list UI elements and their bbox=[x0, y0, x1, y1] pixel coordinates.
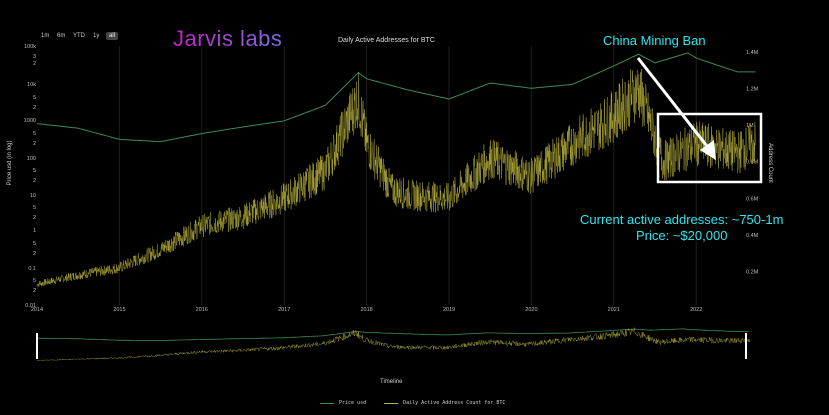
x-tick-2021: 2021 bbox=[608, 307, 620, 313]
jarvis-labs-logo: Jarvis labs bbox=[173, 26, 283, 51]
x-tick-2022: 2022 bbox=[690, 307, 702, 313]
series-line-price bbox=[36, 52, 756, 143]
annotation-arrowhead bbox=[700, 140, 716, 160]
navigator-price-line bbox=[37, 328, 749, 342]
legend-label-addresses: Daily Active Address Count for BTC bbox=[403, 400, 506, 406]
y-left-tick-16: 5 bbox=[33, 241, 36, 247]
y-left-tick-17: 2 bbox=[33, 251, 36, 257]
y-left-tick-18: 0.1 bbox=[28, 266, 36, 272]
x-tick-2016: 2016 bbox=[196, 307, 208, 313]
y-left-tick-20: 2 bbox=[33, 288, 36, 294]
y-left-tick-3: 10k bbox=[27, 82, 36, 88]
y-right-tick-1: 1.2M bbox=[746, 87, 759, 93]
y-left-tick-5: 2 bbox=[33, 105, 36, 111]
range-1y-button[interactable]: 1y bbox=[93, 33, 100, 39]
annotation-box bbox=[656, 112, 763, 184]
y-left-tick-8: 2 bbox=[33, 141, 36, 147]
range-all-button[interactable]: all bbox=[106, 32, 119, 40]
y-left-tick-9: 100 bbox=[27, 156, 36, 162]
y-left-tick-6: 1000 bbox=[24, 118, 36, 124]
legend-label-price: Price usd bbox=[339, 400, 367, 406]
y-left-tick-12: 10 bbox=[30, 193, 36, 199]
x-tick-2014: 2014 bbox=[31, 307, 43, 313]
navigator-address-line bbox=[36, 327, 751, 362]
y-left-tick-2: 2 bbox=[33, 61, 36, 67]
y-left-tick-14: 2 bbox=[33, 215, 36, 221]
legend-item-price[interactable]: Price usd bbox=[320, 400, 366, 406]
y-left-tick-21: 0.01 bbox=[25, 303, 36, 309]
chart-title: Daily Active Addresses for BTC bbox=[338, 37, 435, 44]
x-tick-2018: 2018 bbox=[360, 307, 372, 313]
range-ytd-button[interactable]: YTD bbox=[73, 33, 85, 39]
legend-swatch-addresses bbox=[384, 402, 399, 404]
y-left-tick-15: 1 bbox=[33, 228, 36, 234]
x-tick-2015: 2015 bbox=[113, 307, 125, 313]
y-right-tick-6: 0.2M bbox=[746, 269, 759, 275]
y-left-tick-0: 100k bbox=[24, 44, 36, 50]
range-1m-button[interactable]: 1m bbox=[41, 33, 50, 39]
y-left-tick-13: 5 bbox=[33, 205, 36, 211]
legend: Price usd Daily Active Address Count for… bbox=[320, 400, 505, 406]
annotation-arrow bbox=[636, 57, 712, 151]
y-left-tick-4: 5 bbox=[33, 95, 36, 101]
current-addresses-annotation: Current active addresses: ~750-1m bbox=[580, 212, 784, 227]
current-price-annotation: Price: ~$20,000 bbox=[636, 228, 728, 243]
china-mining-ban-annotation: China Mining Ban bbox=[603, 33, 706, 48]
x-tick-2020: 2020 bbox=[525, 307, 537, 313]
y-right-tick-4: 0.6M bbox=[746, 196, 759, 202]
legend-item-addresses[interactable]: Daily Active Address Count for BTC bbox=[384, 400, 505, 406]
x-tick-2019: 2019 bbox=[443, 307, 455, 313]
y-left-tick-7: 5 bbox=[33, 131, 36, 137]
navigator-right-handle bbox=[745, 333, 747, 359]
range-6m-button[interactable]: 6m bbox=[57, 33, 66, 39]
y-left-tick-19: 5 bbox=[33, 278, 36, 284]
legend-swatch-price bbox=[320, 402, 334, 404]
y-axis-right-label: Address Count bbox=[767, 143, 773, 183]
y-left-tick-10: 5 bbox=[33, 168, 36, 174]
y-axis-left-label: Price usd (in log) bbox=[7, 140, 13, 186]
series-line-addresses bbox=[36, 68, 756, 287]
y-right-tick-0: 1.4M bbox=[746, 50, 759, 56]
x-tick-2017: 2017 bbox=[278, 307, 290, 313]
navigator-left-handle bbox=[36, 333, 38, 359]
y-right-tick-5: 0.4M bbox=[746, 233, 759, 239]
navigator-label: Timeline bbox=[380, 379, 403, 385]
y-left-tick-1: 3 bbox=[33, 54, 36, 60]
y-left-tick-11: 2 bbox=[33, 178, 36, 184]
